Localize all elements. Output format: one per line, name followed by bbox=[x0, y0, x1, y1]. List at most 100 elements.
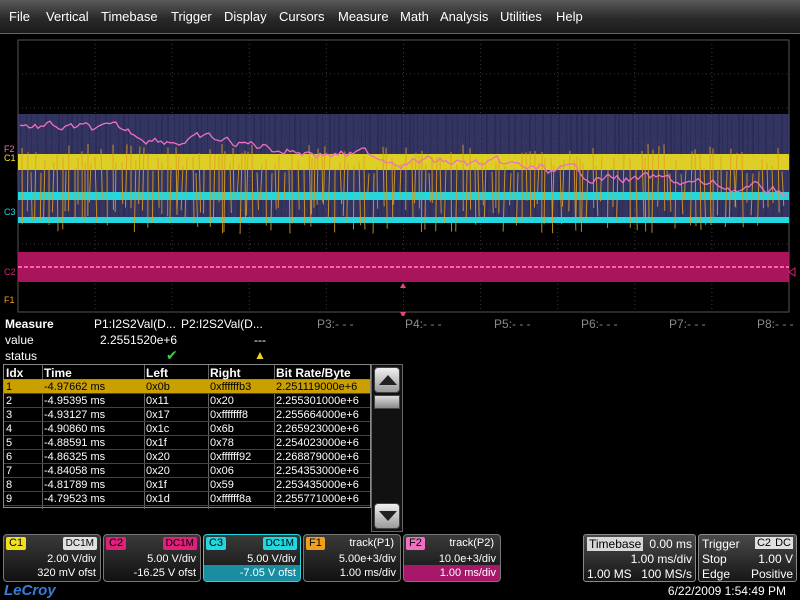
param-p7[interactable]: P7:- - - bbox=[669, 317, 706, 331]
table-row[interactable]: 2 -4.95395 ms 0x11 0x20 2.255301000e+6 bbox=[4, 394, 370, 408]
header-bitrate: Bit Rate/Byte bbox=[276, 366, 351, 380]
table-row[interactable]: 9 -4.79523 ms 0x1d 0xffffff8a 2.255771000e+6 bbox=[4, 492, 370, 506]
c2-coupling: DC1M bbox=[162, 537, 197, 550]
table-cell-bitrate: 2.255771000e+6 bbox=[276, 493, 359, 505]
table-cell-idx: 2 bbox=[6, 395, 13, 407]
menu-timebase[interactable]: Timebase bbox=[101, 9, 158, 24]
table-row[interactable]: 1 -4.97662 ms 0x0b 0xffffffb3 2.251119000e+6 bbox=[4, 380, 370, 394]
c1-trace bbox=[18, 154, 789, 170]
c3-trace-bottom bbox=[18, 217, 789, 223]
menu-trigger[interactable]: Trigger bbox=[171, 9, 212, 24]
c1-vdiv: 2.00 V/div bbox=[47, 553, 96, 565]
c1-coupling: DC1M bbox=[62, 537, 97, 550]
menu-analysis[interactable]: Analysis bbox=[440, 9, 489, 24]
table-row[interactable]: 4 -4.90860 ms 0x1c 0x6b 2.265923000e+6 bbox=[4, 422, 370, 436]
menu-file[interactable]: File bbox=[9, 9, 30, 24]
table-cell-right: 0x59 bbox=[210, 479, 234, 491]
f1-descriptor[interactable]: F1 track(P1) 5.00e+3/div 1.00 ms/div bbox=[303, 534, 401, 582]
f1-marker[interactable]: F1 bbox=[4, 295, 15, 305]
c2-descriptor[interactable]: C2 DC1M 5.00 V/div -16.25 V ofst bbox=[103, 534, 201, 582]
c1-tag: C1 bbox=[6, 537, 27, 550]
timebase-samples: 1.00 MS bbox=[587, 567, 632, 581]
menu-math[interactable]: Math bbox=[400, 9, 429, 24]
trigger-label: Trigger bbox=[702, 537, 740, 551]
table-cell-time: -4.81789 ms bbox=[44, 479, 106, 491]
param-p4[interactable]: P4:- - - bbox=[405, 317, 442, 331]
param-p3[interactable]: P3:- - - bbox=[317, 317, 354, 331]
trigger-descriptor[interactable]: Trigger C2 DC Stop 1.00 V Edge Positive bbox=[698, 534, 797, 582]
table-row[interactable]: 8 -4.81789 ms 0x1f 0x59 2.253435000e+6 bbox=[4, 478, 370, 492]
menu-bar: File Vertical Timebase Trigger Display C… bbox=[0, 0, 800, 34]
table-cell-bitrate: 2.251119000e+6 bbox=[276, 381, 358, 393]
table-cell-time: -4.95395 ms bbox=[44, 395, 106, 407]
table-scrollbar[interactable] bbox=[371, 364, 403, 532]
c2-marker[interactable]: C2 bbox=[4, 267, 16, 277]
table-cell-bitrate: 2.253435000e+6 bbox=[276, 479, 359, 491]
timebase-descriptor[interactable]: Timebase 0.00 ms 1.00 ms/div 1.00 MS 100… bbox=[583, 534, 696, 582]
table-row[interactable]: 6 -4.86325 ms 0x20 0xffffff92 2.268879000e+6 bbox=[4, 450, 370, 464]
table-cell-time: -4.86325 ms bbox=[44, 451, 106, 463]
c2-offset: -16.25 V ofst bbox=[133, 567, 196, 579]
param-p2[interactable]: P2:I2S2Val(D... bbox=[181, 317, 263, 331]
table-cell-left: 0x20 bbox=[146, 451, 170, 463]
table-cell-right: 0xffffff8a bbox=[210, 493, 252, 505]
menu-help[interactable]: Help bbox=[556, 9, 583, 24]
table-cell-left: 0x11 bbox=[146, 395, 170, 407]
status-label: status bbox=[5, 349, 38, 363]
timebase-delay: 0.00 ms bbox=[649, 537, 692, 551]
c3-marker[interactable]: C3 bbox=[4, 207, 16, 217]
table-cell-left: 0x1f bbox=[146, 437, 167, 449]
c3-descriptor[interactable]: C3 DC1M 5.00 V/div -7.05 V ofst bbox=[203, 534, 301, 582]
trigger-position-marker bbox=[400, 312, 406, 316]
table-cell-idx: 1 bbox=[6, 381, 13, 393]
c2-right-marker bbox=[788, 267, 796, 277]
scroll-down-button[interactable] bbox=[374, 503, 400, 529]
param-p5[interactable]: P5:- - - bbox=[494, 317, 531, 331]
table-cell-idx: 4 bbox=[6, 423, 13, 435]
menu-cursors[interactable]: Cursors bbox=[279, 9, 325, 24]
menu-utilities[interactable]: Utilities bbox=[500, 9, 542, 24]
param-p6[interactable]: P6:- - - bbox=[581, 317, 618, 331]
scroll-up-button[interactable] bbox=[374, 367, 400, 393]
f1-vdiv: 5.00e+3/div bbox=[338, 553, 396, 565]
table-cell-left: 0x1d bbox=[146, 493, 170, 505]
menu-display[interactable]: Display bbox=[224, 9, 267, 24]
table-cell-idx: 9 bbox=[6, 493, 13, 505]
f2-descriptor[interactable]: F2 track(P2) 10.0e+3/div 1.00 ms/div bbox=[403, 534, 501, 582]
decode-table-panel: Idx Time Left Right Bit Rate/Byte 1 -4.97… bbox=[0, 364, 405, 534]
table-cell-left: 0x20 bbox=[146, 465, 170, 477]
table-row[interactable]: 5 -4.88591 ms 0x1f 0x78 2.254023000e+6 bbox=[4, 436, 370, 450]
param-p2-value: --- bbox=[254, 333, 266, 347]
f2-marker[interactable]: F2 bbox=[4, 144, 15, 154]
c3-trace-top bbox=[18, 192, 789, 200]
table-cell-right: 0x20 bbox=[210, 395, 234, 407]
f1-tag: F1 bbox=[306, 537, 325, 550]
c1-marker[interactable]: C1 bbox=[4, 153, 16, 163]
table-cell-time: -4.90860 ms bbox=[44, 423, 106, 435]
table-cell-left: 0x17 bbox=[146, 409, 170, 421]
scroll-thumb[interactable] bbox=[374, 395, 400, 409]
trigger-mode: Stop bbox=[702, 552, 727, 566]
param-p8[interactable]: P8:- - - bbox=[757, 317, 794, 331]
c3-vdiv: 5.00 V/div bbox=[247, 553, 296, 565]
menu-vertical[interactable]: Vertical bbox=[46, 9, 89, 24]
f2-function: track(P2) bbox=[449, 537, 494, 549]
f2-track-trace bbox=[19, 120, 789, 198]
measure-title: Measure bbox=[5, 317, 54, 331]
c1-descriptor[interactable]: C1 DC1M 2.00 V/div 320 mV ofst bbox=[3, 534, 101, 582]
header-right: Right bbox=[210, 366, 241, 380]
trigger-slope: Positive bbox=[750, 567, 793, 581]
arrow-up-icon bbox=[379, 375, 397, 385]
arrow-down-icon bbox=[379, 511, 397, 521]
menu-measure[interactable]: Measure bbox=[338, 9, 389, 24]
warning-icon: ▲ bbox=[254, 348, 266, 362]
table-cell-idx: 3 bbox=[6, 409, 13, 421]
table-row[interactable]: 7 -4.84058 ms 0x20 0x06 2.254353000e+6 bbox=[4, 464, 370, 478]
f2-tag: F2 bbox=[406, 537, 425, 550]
table-cell-time: -4.93127 ms bbox=[44, 409, 106, 421]
table-cell-time: -4.97662 ms bbox=[44, 381, 106, 393]
table-row[interactable]: 3 -4.93127 ms 0x17 0xfffffff8 2.255664000e+6 bbox=[4, 408, 370, 422]
param-p1[interactable]: P1:I2S2Val(D... bbox=[94, 317, 176, 331]
f2-vdiv: 10.0e+3/div bbox=[438, 553, 496, 565]
waveform-display[interactable]: F2 C1 C3 C2 F1 bbox=[0, 34, 800, 316]
